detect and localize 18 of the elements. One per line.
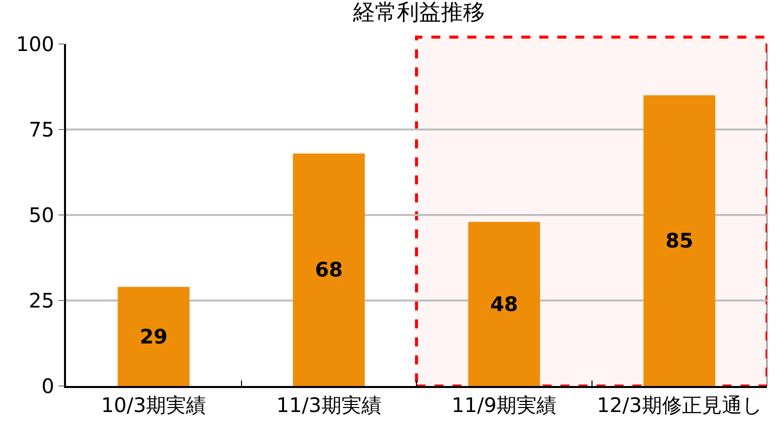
y-tick-label: 50 [28, 203, 54, 227]
data-label: 29 [140, 324, 168, 348]
x-tick-label: 11/9期実績 [452, 392, 557, 417]
x-tick-label: 12/3期修正見通し [596, 392, 762, 417]
bar [118, 286, 190, 386]
y-tick-label: 100 [16, 32, 54, 56]
bar [643, 95, 716, 386]
x-tick-label: 10/3期実績 [101, 392, 206, 417]
data-label: 48 [490, 292, 518, 316]
chart-title: 経常利益推移 [352, 0, 485, 26]
y-tick-label: 0 [42, 374, 54, 398]
data-label: 68 [314, 258, 343, 282]
bar [292, 153, 365, 386]
y-tick-label: 25 [28, 288, 54, 312]
x-tick-label: 11/3期実績 [276, 392, 382, 417]
y-tick-label: 75 [28, 118, 54, 142]
data-label: 85 [665, 228, 694, 253]
bar [468, 222, 540, 386]
